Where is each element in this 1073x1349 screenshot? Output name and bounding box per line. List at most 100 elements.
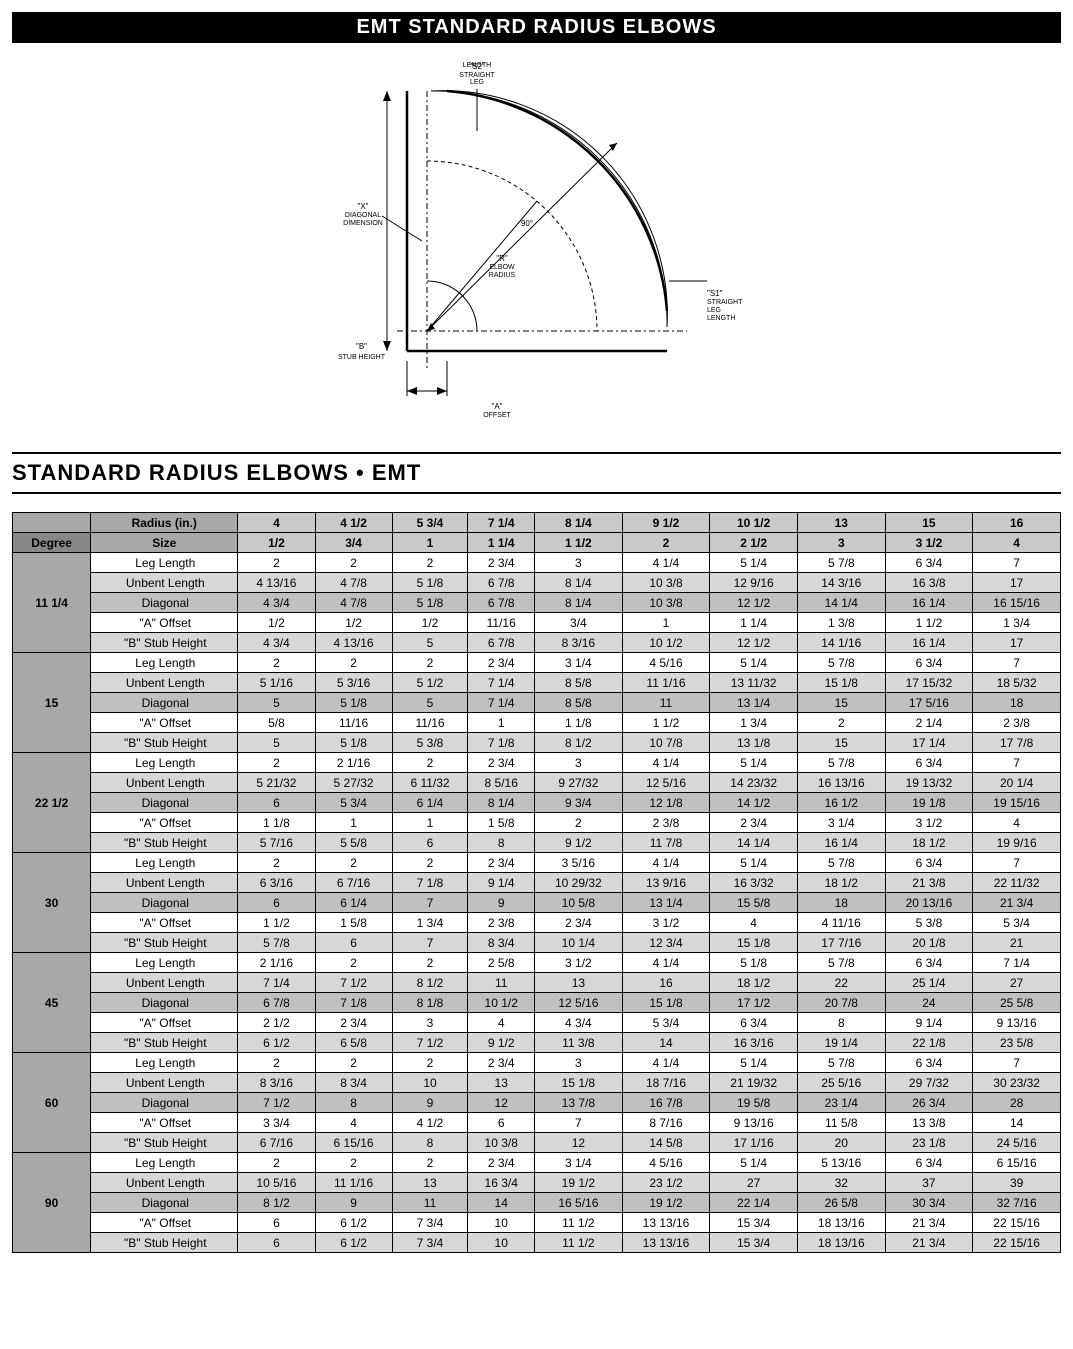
value-cell: 5 7/8: [797, 653, 885, 673]
value-cell: 11: [392, 1193, 468, 1213]
value-cell: 25 5/8: [973, 993, 1061, 1013]
value-cell: 6: [238, 1233, 315, 1253]
param-cell: "A" Offset: [91, 613, 238, 633]
value-cell: 8: [315, 1093, 392, 1113]
value-cell: 17: [973, 573, 1061, 593]
value-cell: 1 1/2: [622, 713, 710, 733]
value-cell: 2: [315, 953, 392, 973]
value-cell: 9 1/2: [468, 1033, 535, 1053]
value-cell: 13 1/4: [710, 693, 798, 713]
value-cell: 11: [622, 693, 710, 713]
value-cell: 2: [392, 1153, 468, 1173]
param-cell: Diagonal: [91, 693, 238, 713]
value-cell: 1 5/8: [315, 913, 392, 933]
value-cell: 2 3/4: [468, 653, 535, 673]
value-cell: 8: [797, 1013, 885, 1033]
value-cell: 23 1/8: [885, 1133, 973, 1153]
table-row: Unbent Length8 3/168 3/4101315 1/818 7/1…: [13, 1073, 1061, 1093]
table-row: 30Leg Length2222 3/43 5/164 1/45 1/45 7/…: [13, 853, 1061, 873]
svg-text:RADIUS: RADIUS: [488, 272, 515, 279]
table-row: 60Leg Length2222 3/434 1/45 1/45 7/86 3/…: [13, 1053, 1061, 1073]
value-cell: 14 1/16: [797, 633, 885, 653]
value-cell: 1 3/4: [392, 913, 468, 933]
value-cell: 11: [468, 973, 535, 993]
radius-row: Radius (in.) 4 4 1/2 5 3/4 7 1/4 8 1/4 9…: [13, 513, 1061, 533]
value-cell: 2: [392, 553, 468, 573]
value-cell: 1 5/8: [468, 813, 535, 833]
value-cell: 5 1/4: [710, 653, 798, 673]
value-cell: 19 1/2: [535, 1173, 623, 1193]
table-subtitle: STANDARD RADIUS ELBOWS • EMT: [12, 456, 1061, 490]
elbow-table: Radius (in.) 4 4 1/2 5 3/4 7 1/4 8 1/4 9…: [12, 512, 1061, 1253]
value-cell: 37: [885, 1173, 973, 1193]
degree-cell: 30: [13, 853, 91, 953]
value-cell: 7: [535, 1113, 623, 1133]
label-b: "B": [355, 342, 366, 351]
value-cell: 6 5/8: [315, 1033, 392, 1053]
value-cell: 6 3/4: [885, 753, 973, 773]
value-cell: 15 3/4: [710, 1233, 798, 1253]
size-val: 4: [973, 533, 1061, 553]
value-cell: 21: [973, 933, 1061, 953]
value-cell: 14: [973, 1113, 1061, 1133]
value-cell: 2 5/8: [468, 953, 535, 973]
table-row: "A" Offset1 1/21 5/81 3/42 3/82 3/43 1/2…: [13, 913, 1061, 933]
value-cell: 39: [973, 1173, 1061, 1193]
svg-text:LEG: LEG: [469, 79, 483, 86]
value-cell: 6: [315, 933, 392, 953]
value-cell: 13 9/16: [622, 873, 710, 893]
value-cell: 13 13/16: [622, 1233, 710, 1253]
value-cell: 16 3/8: [885, 573, 973, 593]
param-cell: Unbent Length: [91, 1073, 238, 1093]
value-cell: 9 3/4: [535, 793, 623, 813]
value-cell: 2 3/4: [468, 853, 535, 873]
table-row: "A" Offset1/21/21/211/163/411 1/41 3/81 …: [13, 613, 1061, 633]
value-cell: 1 1/4: [710, 613, 798, 633]
value-cell: 6 1/2: [238, 1033, 315, 1053]
value-cell: 7 3/4: [392, 1213, 468, 1233]
value-cell: 2 3/8: [468, 913, 535, 933]
table-row: Diagonal4 3/44 7/85 1/86 7/88 1/410 3/81…: [13, 593, 1061, 613]
value-cell: 7 1/4: [238, 973, 315, 993]
value-cell: 3 1/4: [535, 1153, 623, 1173]
value-cell: 18 13/16: [797, 1233, 885, 1253]
value-cell: 10 29/32: [535, 873, 623, 893]
value-cell: 5: [392, 633, 468, 653]
value-cell: 4: [710, 913, 798, 933]
radius-val: 5 3/4: [392, 513, 468, 533]
value-cell: 13 13/16: [622, 1213, 710, 1233]
value-cell: 2 3/4: [315, 1013, 392, 1033]
value-cell: 15: [797, 733, 885, 753]
radius-val: 7 1/4: [468, 513, 535, 533]
value-cell: 8 5/8: [535, 693, 623, 713]
value-cell: 2: [315, 653, 392, 673]
value-cell: 2 1/2: [238, 1013, 315, 1033]
value-cell: 23 1/4: [797, 1093, 885, 1113]
table-row: Unbent Length5 1/165 3/165 1/27 1/48 5/8…: [13, 673, 1061, 693]
value-cell: 7 1/8: [315, 993, 392, 1013]
value-cell: 3/4: [535, 613, 623, 633]
value-cell: 8 3/4: [315, 1073, 392, 1093]
table-row: "B" Stub Height4 3/44 13/1656 7/88 3/161…: [13, 633, 1061, 653]
value-cell: 2: [315, 1153, 392, 1173]
label-s1: "S1": [707, 289, 723, 298]
value-cell: 10 1/2: [622, 633, 710, 653]
value-cell: 7: [973, 753, 1061, 773]
value-cell: 6: [468, 1113, 535, 1133]
value-cell: 5 3/8: [885, 913, 973, 933]
table-row: Unbent Length5 21/325 27/326 11/328 5/16…: [13, 773, 1061, 793]
value-cell: 27: [710, 1173, 798, 1193]
value-cell: 4 1/4: [622, 953, 710, 973]
param-cell: "B" Stub Height: [91, 733, 238, 753]
value-cell: 5 27/32: [315, 773, 392, 793]
value-cell: 13 11/32: [710, 673, 798, 693]
value-cell: 2 3/4: [468, 753, 535, 773]
value-cell: 18 1/2: [710, 973, 798, 993]
table-row: Diagonal65 3/46 1/48 1/49 3/412 1/814 1/…: [13, 793, 1061, 813]
value-cell: 14 23/32: [710, 773, 798, 793]
value-cell: 4: [468, 1013, 535, 1033]
value-cell: 1 3/8: [797, 613, 885, 633]
value-cell: 2: [392, 753, 468, 773]
value-cell: 5 21/32: [238, 773, 315, 793]
value-cell: 9 27/32: [535, 773, 623, 793]
